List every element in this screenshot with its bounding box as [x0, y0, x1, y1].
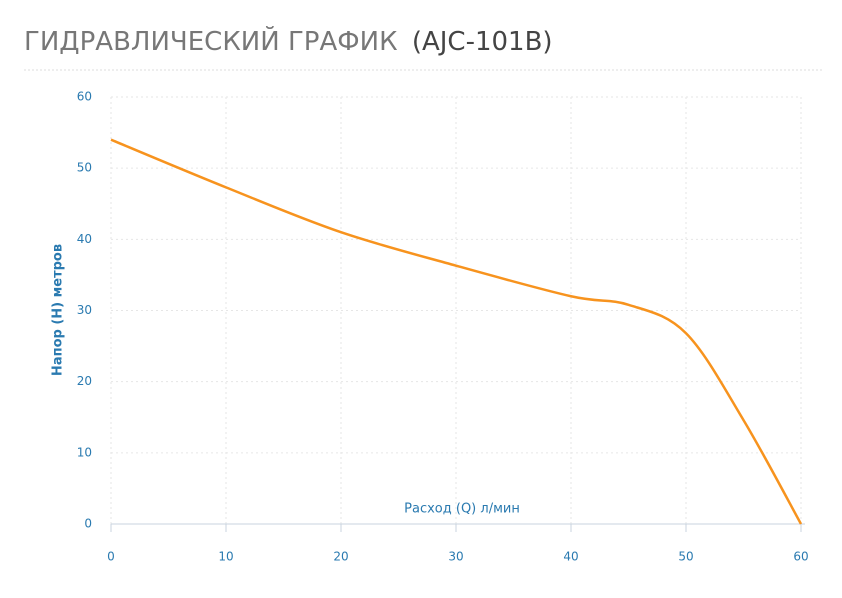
y-tick-label: 0	[84, 517, 92, 531]
x-tick-label: 20	[333, 550, 348, 564]
x-tick-label: 50	[678, 550, 693, 564]
x-tick-label: 10	[218, 550, 233, 564]
y-axis-label: Напор (H) метров	[51, 244, 66, 376]
y-tick-label: 30	[77, 303, 92, 317]
x-axis-label: Расход (Q) л/мин	[404, 502, 520, 517]
x-tick-label: 60	[793, 550, 808, 564]
x-tick-label: 0	[107, 550, 115, 564]
chart-title-group: ГИДРАВЛИЧЕСКИЙ ГРАФИК (AJC-101B)	[24, 25, 553, 57]
y-tick-label: 20	[77, 374, 92, 388]
y-tick-label: 10	[77, 445, 92, 459]
y-tick-label: 40	[77, 232, 92, 246]
x-tick-label: 30	[448, 550, 463, 564]
y-tick-label: 50	[77, 161, 92, 175]
x-tick-label: 40	[563, 550, 578, 564]
line	[110, 138, 803, 525]
chart-title: ГИДРАВЛИЧЕСКИЙ ГРАФИК	[24, 25, 398, 57]
y-tick-label: 60	[77, 90, 92, 104]
chart-subtitle: (AJC-101B)	[412, 27, 553, 57]
